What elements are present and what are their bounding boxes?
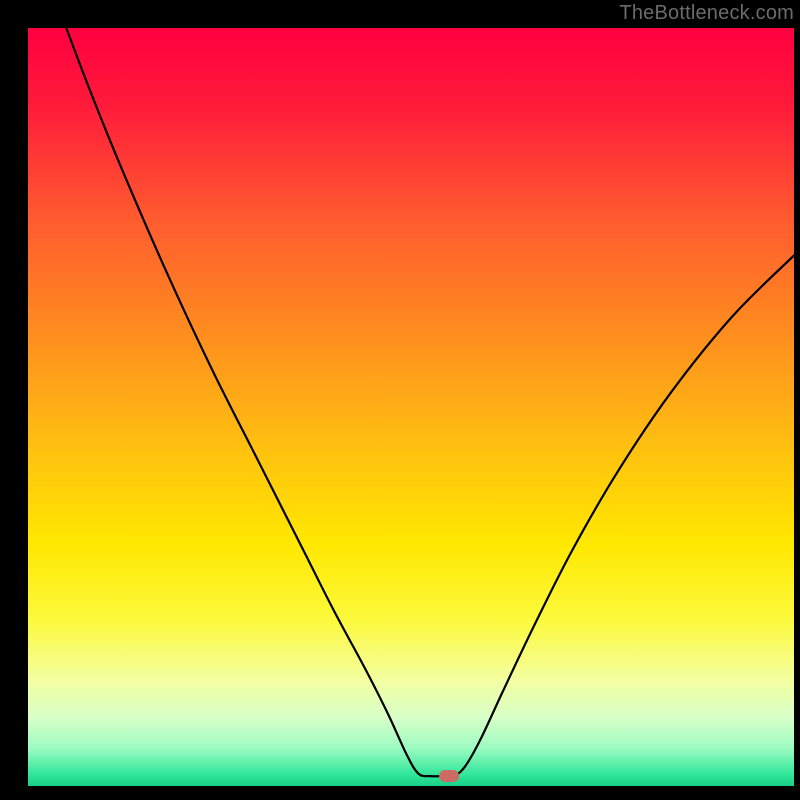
plot-area — [28, 28, 794, 786]
chart-frame: TheBottleneck.com — [0, 0, 800, 800]
bottleneck-curve — [28, 28, 794, 786]
min-marker — [439, 770, 459, 782]
watermark-text: TheBottleneck.com — [619, 2, 794, 25]
